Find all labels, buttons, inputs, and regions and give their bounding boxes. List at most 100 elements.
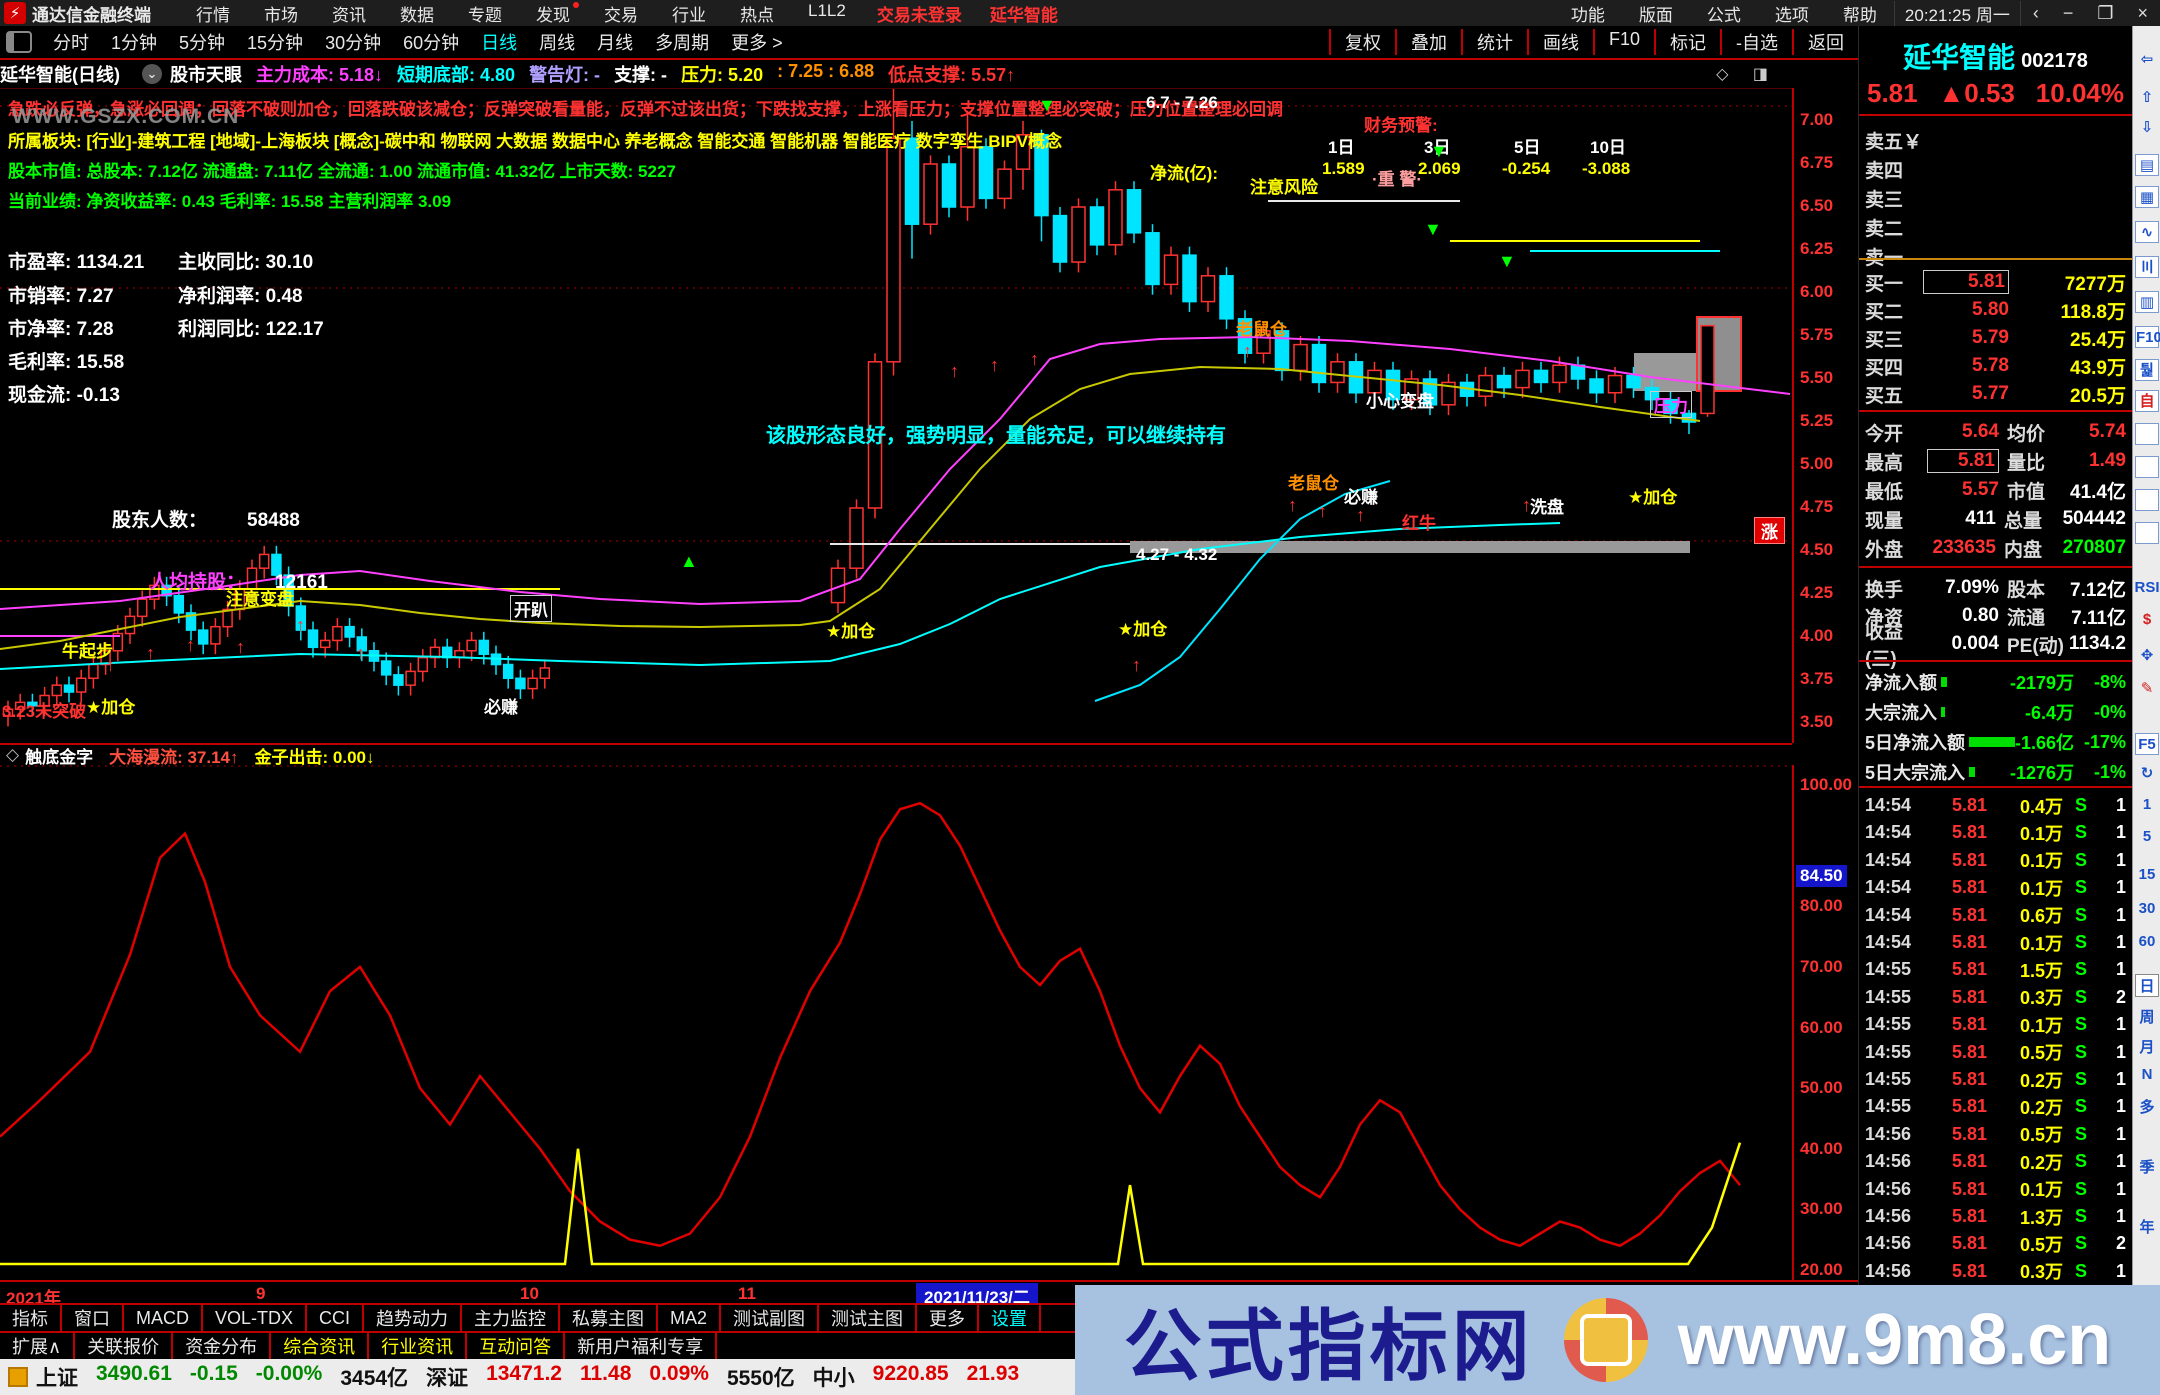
period-1[interactable]: 1 (2142, 796, 2152, 813)
active-stock-button[interactable]: 延华智能 (989, 5, 1058, 25)
tab-扩展∧[interactable]: 扩展∧ (0, 1333, 76, 1359)
period-15[interactable]: 15 (2138, 866, 2156, 883)
quote-list-icon[interactable]: ▤ (2135, 154, 2159, 176)
tab-行业资讯[interactable]: 行业资讯 (369, 1333, 468, 1359)
tab-设置[interactable]: 设置 (979, 1305, 1042, 1331)
period-week[interactable]: 周 (2139, 1009, 2155, 1026)
candlestick-icon[interactable]: 〣 (2135, 256, 2159, 278)
period-5[interactable]: 5 (2142, 828, 2152, 845)
flow-row[interactable]: 大宗流入 -6.4万 -0% (1859, 698, 2132, 726)
toolbar-标记[interactable]: 标记 (1654, 29, 1720, 55)
window-button[interactable]: ❐ (2097, 2, 2114, 23)
up-arrow-icon[interactable]: ⇧ (2140, 89, 2154, 106)
tab-资金分布[interactable]: 资金分布 (173, 1333, 272, 1359)
tab-主力监控[interactable]: 主力监控 (462, 1305, 561, 1331)
period-月线[interactable]: 月线 (597, 33, 634, 53)
grid-icon[interactable]: ▦ (2135, 186, 2159, 208)
tab-新用户福利专享[interactable]: 新用户福利专享 (565, 1333, 718, 1359)
tab-窗口[interactable]: 窗口 (62, 1305, 124, 1331)
dollar-icon[interactable]: $ (2142, 611, 2152, 628)
tab-趋势动力[interactable]: 趋势动力 (364, 1305, 463, 1331)
menu-专题[interactable]: 专题 (468, 5, 502, 25)
chevron-down-icon[interactable]: ⌄ (142, 64, 162, 84)
sell-row[interactable]: 卖一 (1859, 242, 2132, 270)
buy-row[interactable]: 买三 5.79 25.4万 (1859, 324, 2132, 352)
stat-row[interactable]: 最低 5.57 市值 41.4亿 (1859, 476, 2132, 504)
tick-row[interactable]: 14:56 5.81 0.5万 S 1 (1859, 1121, 2132, 1148)
tick-row[interactable]: 14:55 5.81 1.5万 S 1 (1859, 956, 2132, 983)
buy-row[interactable]: 买一 5.81 7277万 (1859, 268, 2132, 296)
flow-row[interactable]: 5日大宗流入 -1276万 -1% (1859, 758, 2132, 786)
sub-indicator-name[interactable]: 触底金字 (25, 747, 94, 767)
sell-row[interactable]: 卖二 (1859, 213, 2132, 241)
window-button[interactable]: − (2062, 2, 2074, 23)
menu-发现[interactable]: 发现 (519, 1, 587, 26)
tool-icon[interactable] (2135, 423, 2159, 445)
toolbar-统计[interactable]: 统计 (1460, 29, 1527, 55)
tick-row[interactable]: 14:54 5.81 0.1万 S 1 (1859, 847, 2132, 874)
stat-row[interactable]: 外盘 233635 内盘 270807 (1859, 534, 2132, 562)
tick-row[interactable]: 14:55 5.81 0.1万 S 1 (1859, 1011, 2132, 1038)
tick-row[interactable]: 14:54 5.81 0.1万 S 1 (1859, 819, 2132, 846)
period-year[interactable]: 年 (2139, 1219, 2155, 1236)
flow-row[interactable]: 净流入额 -2179万 -8% (1859, 668, 2132, 696)
stat-row[interactable]: 最高 5.81 量比 1.49 (1859, 447, 2132, 475)
zixuan-icon[interactable]: 自 (2135, 390, 2159, 412)
tick-row[interactable]: 14:55 5.81 0.5万 S 1 (1859, 1039, 2132, 1066)
tick-row[interactable]: 14:54 5.81 0.6万 S 1 (1859, 902, 2132, 929)
pane-control-icons[interactable]: ◇ ◨ (1716, 66, 1778, 83)
tree-icon[interactable]: 퉕 (2135, 359, 2159, 381)
line-chart-icon[interactable]: ∿ (2135, 221, 2159, 243)
buy-row[interactable]: 买四 5.78 43.9万 (1859, 352, 2132, 380)
tab-MACD[interactable]: MACD (124, 1305, 203, 1331)
period-day[interactable]: 日 (2135, 974, 2159, 997)
tab-互动问答[interactable]: 互动问答 (467, 1333, 566, 1359)
tab-VOL-TDX[interactable]: VOL-TDX (203, 1305, 308, 1331)
layout-toggle-icon[interactable] (6, 31, 32, 53)
menu-功能[interactable]: 功能 (1570, 5, 1605, 25)
collapse-icon[interactable]: ◇ (6, 745, 20, 764)
menu-行情[interactable]: 行情 (196, 5, 230, 25)
market-icon[interactable] (8, 1367, 28, 1387)
down-arrow-icon[interactable]: ⇩ (2140, 119, 2154, 136)
period-更多 >[interactable]: 更多 > (731, 33, 783, 53)
period-30[interactable]: 30 (2138, 900, 2156, 917)
period-1分钟[interactable]: 1分钟 (111, 33, 158, 53)
tool-icon[interactable] (2135, 489, 2159, 511)
menu-热点[interactable]: 热点 (740, 5, 774, 25)
f10-icon[interactable]: F10 (2135, 326, 2160, 348)
period-quarter[interactable]: 季 (2139, 1159, 2155, 1176)
tick-row[interactable]: 14:54 5.81 0.4万 S 1 (1859, 792, 2132, 819)
period-分时[interactable]: 分时 (53, 33, 89, 53)
back-arrow-icon[interactable]: ⇦ (2140, 51, 2154, 68)
tick-row[interactable]: 14:56 5.81 0.2万 S 1 (1859, 1148, 2132, 1175)
period-5分钟[interactable]: 5分钟 (179, 33, 226, 53)
stat-row[interactable]: 今开 5.64 均价 5.74 (1859, 418, 2132, 446)
tab-MA2[interactable]: MA2 (658, 1305, 722, 1331)
tick-row[interactable]: 14:56 5.81 0.3万 S 1 (1859, 1258, 2132, 1285)
main-candlestick-pane[interactable]: 急跌必反弹，急涨必回调；回落不破则加仓，回落跌破该减仓；反弹突破看量能，反弹不过… (0, 76, 1792, 743)
period-multi[interactable]: 多 (2139, 1099, 2155, 1116)
menu-行业[interactable]: 行业 (672, 5, 706, 25)
news-icon[interactable]: ▥ (2135, 291, 2159, 313)
toolbar-返回[interactable]: 返回 (1792, 29, 1858, 55)
tick-row[interactable]: 14:56 5.81 1.3万 S 1 (1859, 1203, 2132, 1230)
menu-市场[interactable]: 市场 (264, 5, 298, 25)
tab-更多[interactable]: 更多 (917, 1305, 980, 1331)
tool-icon[interactable] (2135, 522, 2159, 544)
tab-综合资讯[interactable]: 综合资讯 (271, 1333, 370, 1359)
tick-row[interactable]: 14:55 5.81 0.3万 S 2 (1859, 984, 2132, 1011)
tick-row[interactable]: 14:55 5.81 0.2万 S 1 (1859, 1066, 2132, 1093)
period-多周期[interactable]: 多周期 (655, 33, 710, 53)
tick-row[interactable]: 14:55 5.81 0.2万 S 1 (1859, 1093, 2132, 1120)
window-button[interactable]: ‹ (2032, 2, 2039, 23)
tick-row[interactable]: 14:54 5.81 0.1万 S 1 (1859, 874, 2132, 901)
rsi-icon[interactable]: RSI (2134, 579, 2160, 596)
toolbar-复权[interactable]: 复权 (1328, 29, 1395, 55)
menu-数据[interactable]: 数据 (400, 5, 434, 25)
tab-测试副图[interactable]: 测试副图 (721, 1305, 820, 1331)
tab-私募主图[interactable]: 私募主图 (560, 1305, 659, 1331)
tab-关联报价[interactable]: 关联报价 (75, 1333, 174, 1359)
menu-资讯[interactable]: 资讯 (332, 5, 366, 25)
period-15分钟[interactable]: 15分钟 (247, 33, 304, 53)
